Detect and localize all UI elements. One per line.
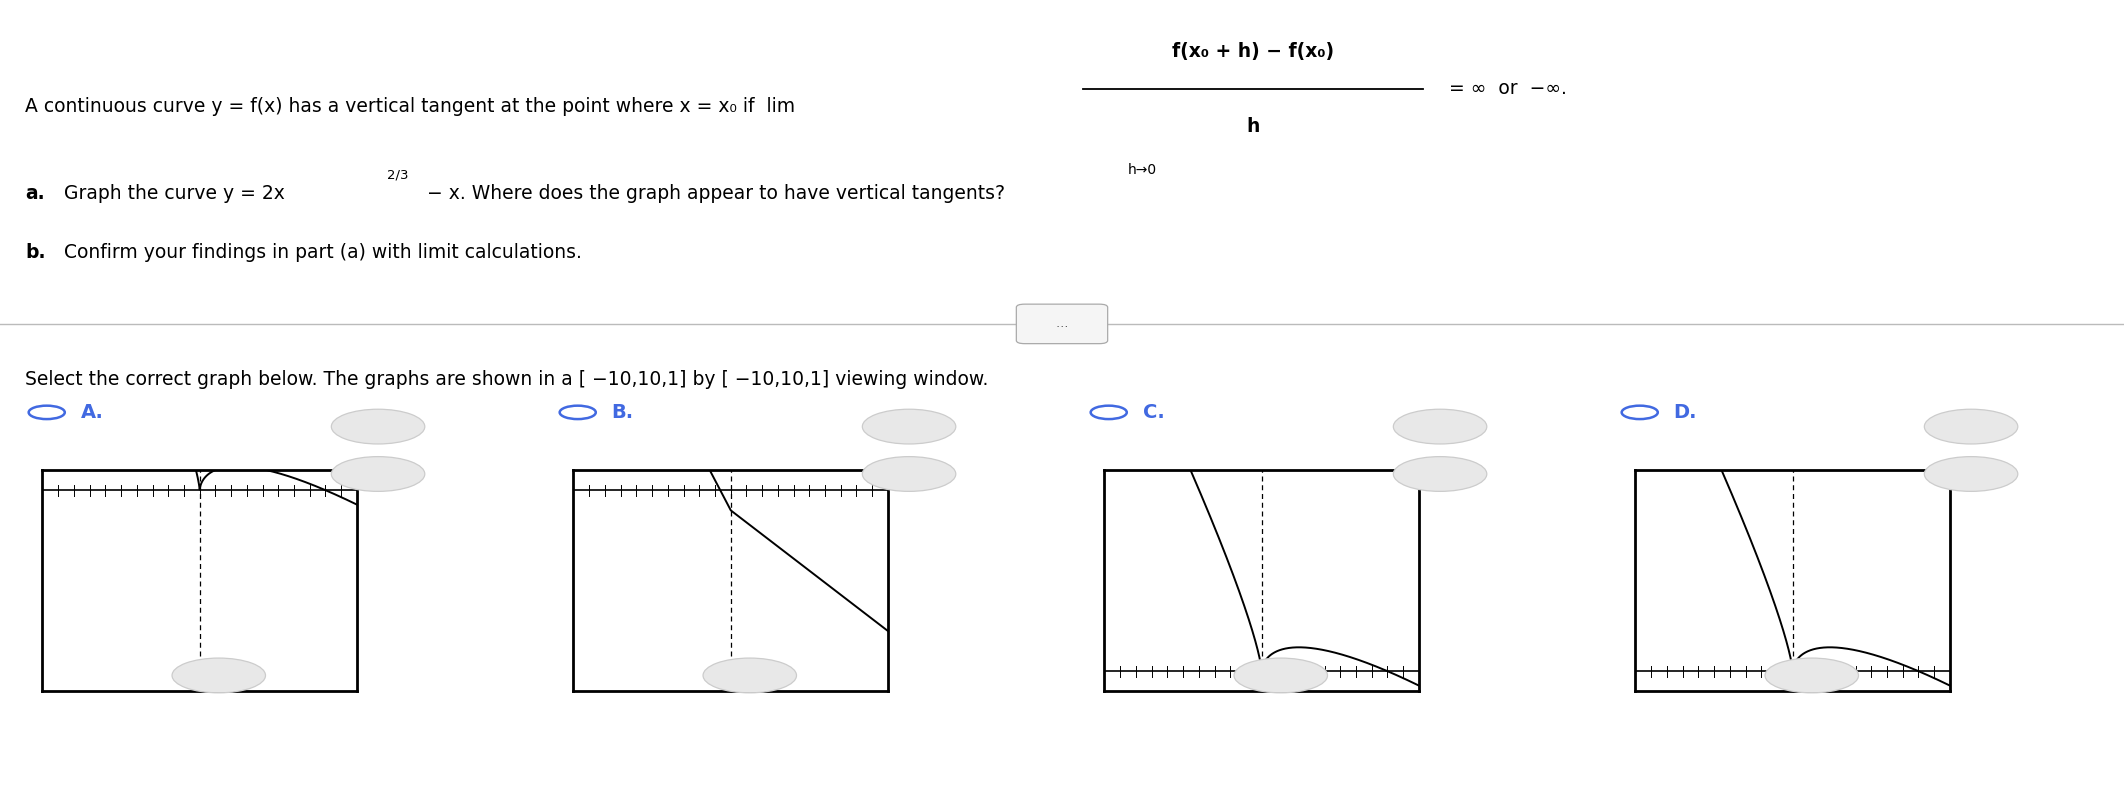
Text: h: h [1247,117,1260,136]
Text: ⊖: ⊖ [1965,465,1977,483]
Text: h→0: h→0 [1128,163,1158,177]
Text: f(x₀ + h) − f(x₀): f(x₀ + h) − f(x₀) [1172,42,1334,61]
Text: C.: C. [1143,403,1164,422]
Text: Select the correct graph below. The graphs are shown in a [ −10,10,1] by [ −10,1: Select the correct graph below. The grap… [25,370,990,389]
Text: − x. Where does the graph appear to have vertical tangents?: − x. Where does the graph appear to have… [421,184,1005,203]
Text: Graph the curve y = 2x: Graph the curve y = 2x [64,184,285,203]
Text: ⊖: ⊖ [903,465,915,483]
Text: b.: b. [25,243,47,262]
Text: ↗: ↗ [743,668,756,683]
Text: ⊕: ⊕ [372,416,384,433]
Text: ↗: ↗ [212,668,225,683]
Text: ↗: ↗ [1805,668,1818,683]
Text: Confirm your findings in part (a) with limit calculations.: Confirm your findings in part (a) with l… [64,243,582,262]
FancyBboxPatch shape [1015,304,1109,344]
Text: ⊖: ⊖ [372,465,384,483]
Text: ⊕: ⊕ [1965,416,1977,433]
Text: ⊖: ⊖ [1434,465,1446,483]
Text: 2/3: 2/3 [387,169,408,182]
Text: …: … [1056,318,1068,330]
Text: a.: a. [25,184,45,203]
Text: ↗: ↗ [1274,668,1287,683]
Text: ⊕: ⊕ [1434,416,1446,433]
Text: = ∞  or  −∞.: = ∞ or −∞. [1449,79,1565,99]
Text: A continuous curve y = f(x) has a vertical tangent at the point where x = x₀ if : A continuous curve y = f(x) has a vertic… [25,97,796,116]
Text: ⊕: ⊕ [903,416,915,433]
Text: B.: B. [612,403,633,422]
Text: D.: D. [1674,403,1697,422]
Text: A.: A. [81,403,104,422]
